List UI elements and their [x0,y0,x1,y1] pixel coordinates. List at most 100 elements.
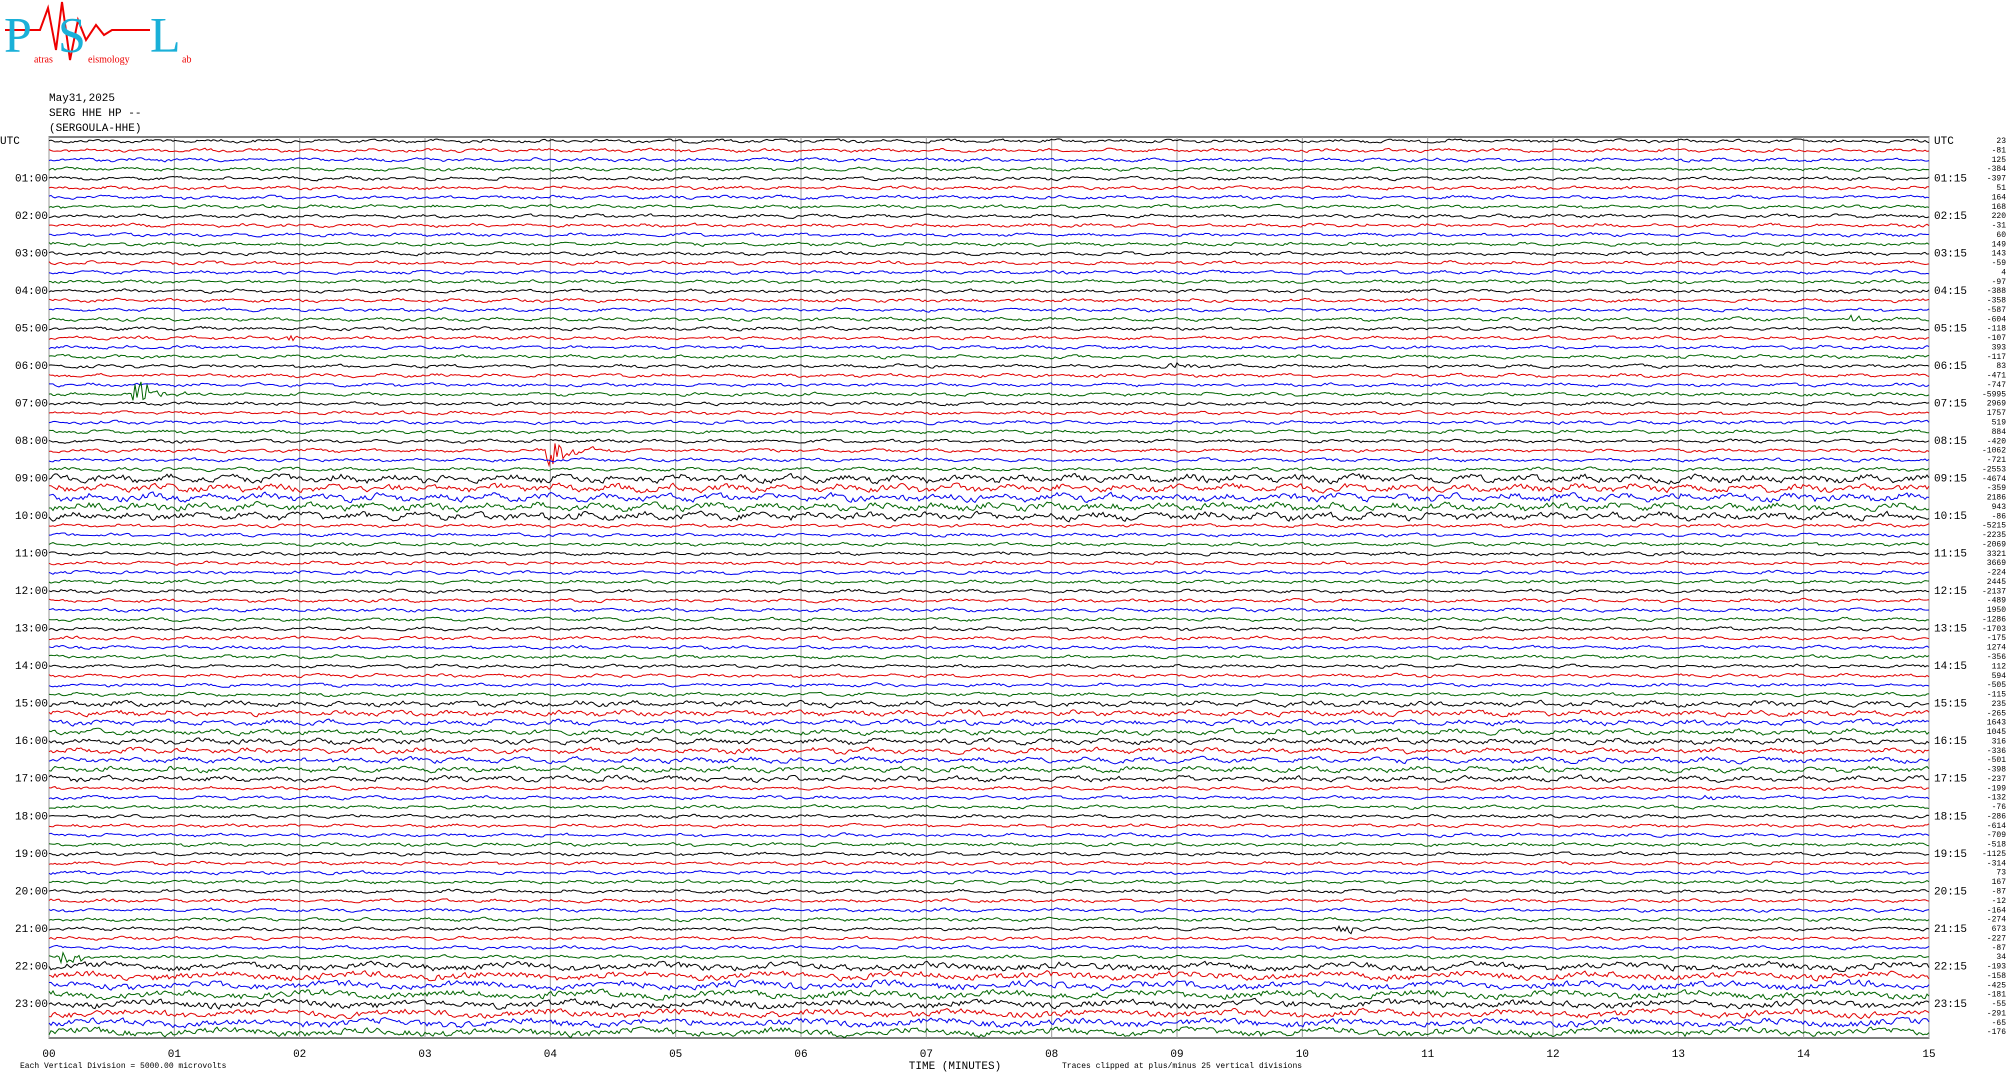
seismic-trace [48,541,1930,547]
trace-offset: -2553 [1982,465,2006,474]
trace-offset: -87 [1992,888,2007,897]
seismic-trace [48,708,1930,718]
logo-word: atras [34,54,53,65]
trace-offset: 168 [1992,203,2007,212]
seismic-trace [48,203,1930,210]
trace-offset: -12 [1992,897,2007,906]
trace-offset: -358 [1987,297,2006,306]
seismic-trace [48,997,1930,1010]
seismic-trace [48,916,1930,923]
right-time-label: 21:15 [1934,924,1967,936]
seismic-trace [48,870,1930,876]
seismic-trace [48,419,1930,426]
left-time-label: 09:00 [15,474,48,486]
x-tick-label: 08 [1045,1049,1058,1061]
seismic-trace [48,344,1930,351]
right-time-label: 15:15 [1934,699,1967,711]
seismic-trace [48,663,1930,669]
trace-offset: -397 [1987,175,2006,184]
trace-offset: -1062 [1982,447,2006,456]
seismic-trace [48,746,1930,756]
trace-offset: -76 [1992,803,2007,812]
trace-offset: -97 [1992,278,2007,287]
seismic-trace [48,569,1930,576]
trace-offset: 884 [1992,428,2007,437]
trace-offset: 519 [1992,419,2007,428]
seismic-trace [48,588,1930,595]
trace-offset: 34 [1996,953,2006,962]
seismic-trace [48,260,1930,266]
left-time-label: 19:00 [15,849,48,861]
trace-offset: -59 [1992,259,2007,268]
trace-offset: -224 [1987,569,2006,578]
x-tick-label: 06 [794,1049,807,1061]
trace-offset: -87 [1992,944,2007,953]
right-time-label: 16:15 [1934,736,1967,748]
left-time-label: 18:00 [15,811,48,823]
seismic-trace [48,682,1930,688]
trace-offset: 3669 [1987,559,2006,568]
trace-offset: -117 [1987,353,2006,362]
seismic-trace [48,653,1930,660]
trace-offset: -86 [1992,512,2007,521]
right-time-label: 20:15 [1934,886,1967,898]
seismic-trace [48,579,1930,585]
seismic-trace [48,288,1930,294]
trace-offset: -237 [1987,775,2006,784]
seismic-trace [48,279,1930,285]
right-time-label: 19:15 [1934,849,1967,861]
seismic-trace [48,691,1930,698]
trace-offset: 2445 [1987,578,2006,587]
trace-offset: -227 [1987,934,2006,943]
seismic-trace [48,297,1930,304]
seismic-trace [48,907,1930,913]
seismic-trace [48,625,1930,632]
right-time-label: 04:15 [1934,286,1967,298]
left-time-label: 20:00 [15,886,48,898]
trace-offset: -55 [1992,1000,2007,1009]
trace-offset: -175 [1987,634,2006,643]
seismic-trace [48,804,1930,810]
x-tick-label: 03 [418,1049,431,1061]
seismic-trace [48,361,1930,369]
left-time-label: 05:00 [15,324,48,336]
logo-letter: L [150,6,181,62]
seismic-trace [48,250,1930,257]
right-time-label: 07:15 [1934,399,1967,411]
trace-offset: -518 [1987,841,2006,850]
trace-offset: -274 [1987,916,2006,925]
right-time-label: 17:15 [1934,774,1967,786]
logo-letter: S [58,6,86,62]
scale-note: Each Vertical Division = 5000.00 microvo… [20,1062,227,1071]
seismic-trace [48,898,1930,904]
left-time-label: 06:00 [15,361,48,373]
seismic-trace [48,400,1930,407]
seismic-trace [48,597,1930,604]
x-axis-title: TIME (MINUTES) [909,1061,1001,1073]
trace-offset: 943 [1992,503,2007,512]
seismic-trace [48,314,1930,323]
trace-offset: -115 [1987,691,2006,700]
logo-word: ab [182,54,191,65]
trace-offset: -501 [1987,756,2006,765]
right-time-label: 13:15 [1934,624,1967,636]
left-time-label: 03:00 [15,248,48,260]
seismic-trace [48,491,1930,504]
trace-offset: -5995 [1982,390,2006,399]
seismic-trace [48,860,1930,866]
seismic-trace [48,737,1930,746]
seismic-trace [48,635,1930,641]
trace-offset: 2186 [1987,494,2006,503]
x-tick-label: 09 [1170,1049,1183,1061]
trace-offset: 594 [1992,672,2007,681]
trace-offset: 125 [1992,156,2007,165]
right-time-label: 10:15 [1934,511,1967,523]
seismic-trace [48,213,1930,220]
seismic-trace [48,794,1930,801]
x-tick-label: 00 [42,1049,55,1061]
seismic-trace [48,428,1930,435]
seismic-trace [48,510,1930,523]
seismic-trace [48,718,1930,727]
trace-offset: -314 [1987,859,2006,868]
